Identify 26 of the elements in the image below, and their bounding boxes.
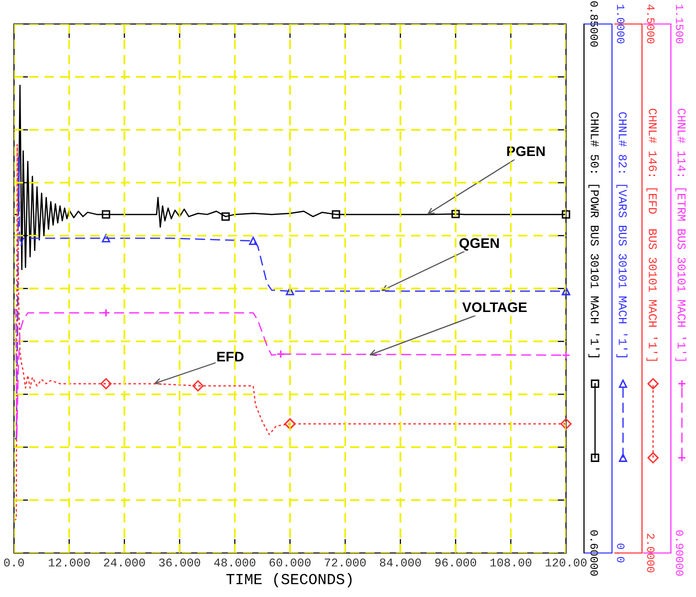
y-tick-label: 0.60000: [590, 530, 598, 576]
x-tick-label: 120.00: [546, 558, 587, 567]
x-tick-label: 36.000: [159, 558, 200, 567]
annotation: EFD: [217, 352, 244, 362]
x-tick-label: 0.0: [4, 558, 24, 567]
y3-tick-label: 4.5000: [646, 4, 655, 44]
x-tick-label: 48.000: [214, 558, 256, 567]
x-tick-label: 108.00: [490, 558, 532, 567]
y-axis-title: CHNL# 50: [POWR BUS 30101 MACH '1']: [588, 112, 600, 358]
y2-tick-label: 1.0000: [616, 4, 624, 44]
y3-tick-label: 2.0000: [646, 534, 655, 572]
y-tick-label: 0.85000: [590, 1, 598, 47]
x-tick-label: 12.000: [48, 558, 90, 567]
y-tick-label: 1.1500: [676, 4, 684, 44]
y3-axis-title: CHNL# 146: [EFD BUS 30101 MACH '1']: [646, 108, 658, 361]
y-tick-label: 0.90000: [676, 530, 684, 576]
x-tick-label: 24.000: [104, 558, 145, 567]
annotation: VOLTAGE: [462, 302, 527, 312]
x-tick-label: 96.000: [435, 558, 476, 567]
y2-axis-title: CHNL# 82: [VARS BUS 30101 MACH '1']: [616, 112, 628, 358]
x-axis-title: TIME (SECONDS): [226, 573, 352, 588]
x-tick-label: 84.000: [380, 558, 421, 567]
annotation: QGEN: [459, 238, 499, 251]
x-tick-label: 60.000: [270, 558, 311, 567]
y-axis-title: CHNL# 114: [ETRM BUS 30101 MACH '1']: [675, 108, 686, 361]
x-tick-label: 72.000: [324, 558, 366, 567]
